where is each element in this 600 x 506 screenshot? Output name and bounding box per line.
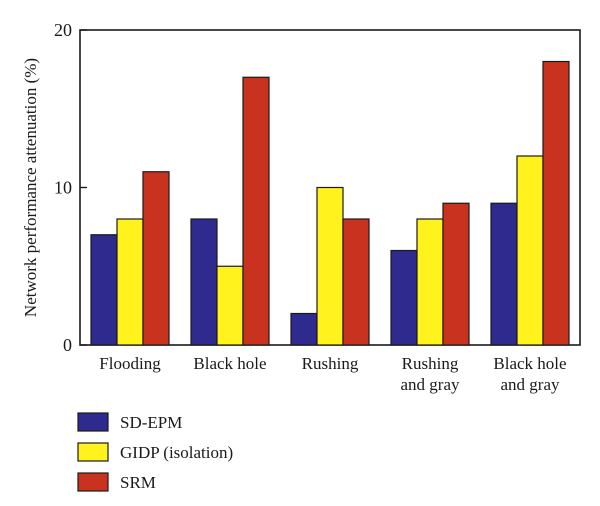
y-tick-label: 0 (63, 335, 72, 355)
bar-sd-epm-4 (490, 202, 518, 346)
legend-swatch (77, 442, 109, 462)
x-axis-labels: Flooding Black hole Rushing Rushing and gray… (99, 354, 566, 394)
bar-gidp-isolation-2 (316, 186, 344, 346)
legend-label: GIDP (isolation) (120, 443, 233, 462)
y-tick-label: 20 (54, 20, 72, 40)
bar-gidp-isolation-3 (416, 218, 444, 346)
x-category-label: Rushing and gray (400, 354, 460, 394)
x-category-label: Flooding (99, 354, 161, 373)
legend-swatch (77, 472, 109, 492)
bar-sd-epm-2 (290, 312, 318, 346)
y-tick-label: 10 (54, 178, 72, 198)
bar-sd-epm-1 (190, 218, 218, 346)
legend: SD-EPM GIDP (isolation) SRM (77, 412, 233, 492)
y-axis: 0 10 20 (54, 20, 87, 355)
bar-gidp-isolation-1 (216, 265, 244, 346)
legend-label: SRM (120, 473, 156, 492)
bar-srm-1 (242, 76, 270, 346)
legend-label: SD-EPM (120, 413, 182, 432)
x-category-label: Black hole and gray (493, 354, 566, 394)
bar-srm-2 (342, 218, 370, 346)
bar-sd-epm-3 (390, 249, 418, 346)
bars-group (90, 60, 570, 346)
bar-srm-4 (542, 60, 570, 346)
legend-swatch (77, 412, 109, 432)
y-axis-title: Network performance attenuation (%) (21, 58, 40, 317)
bar-srm-0 (142, 171, 170, 346)
bar-sd-epm-0 (90, 234, 118, 346)
bar-srm-3 (442, 202, 470, 346)
bar-gidp-isolation-0 (116, 218, 144, 346)
x-category-label: Black hole (193, 354, 266, 373)
x-category-label: Rushing (302, 354, 359, 373)
bar-gidp-isolation-4 (516, 155, 544, 346)
